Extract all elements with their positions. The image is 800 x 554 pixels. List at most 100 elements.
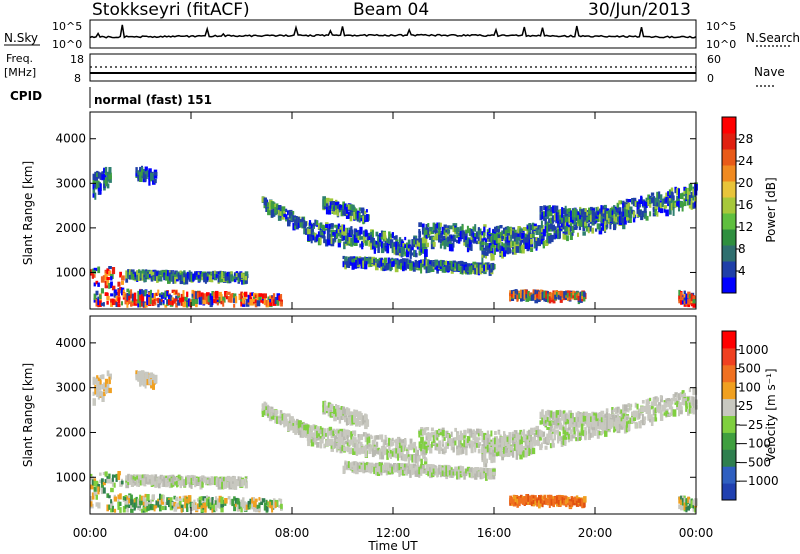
echo-cell (326, 432, 330, 439)
echo-cell (166, 290, 169, 297)
echo-cell (373, 451, 377, 456)
echo-cell (395, 243, 398, 250)
echo-cell (559, 290, 563, 299)
echo-cell (288, 423, 292, 431)
echo-cell (665, 209, 669, 217)
echo-cell (680, 296, 683, 301)
echo-cell (557, 435, 560, 444)
echo-cell (355, 213, 359, 221)
echo-cell (263, 502, 267, 511)
echo-cell (432, 222, 436, 231)
echo-cell (290, 211, 293, 215)
echo-cell (486, 430, 490, 437)
echo-cell (553, 434, 556, 441)
echo-cell (687, 291, 691, 299)
echo-cell (115, 292, 119, 296)
echo-cell (606, 213, 610, 220)
echo-cell (429, 265, 432, 273)
echo-cell (510, 227, 513, 233)
echo-cell (472, 431, 475, 438)
echo-cell (325, 406, 330, 411)
echo-cell (470, 236, 474, 241)
echo-cell (526, 225, 530, 230)
echo-cell (337, 223, 341, 230)
echo-cell (129, 479, 133, 485)
echo-cell (103, 173, 107, 181)
echo-cell (468, 443, 472, 448)
echo-cell (520, 293, 523, 299)
echo-cell (413, 441, 417, 449)
echo-cell (564, 433, 568, 440)
echo-cell (216, 302, 219, 306)
echo-cell (557, 232, 561, 240)
echo-cell (543, 215, 547, 221)
echo-cell (234, 503, 238, 507)
echo-cell (420, 443, 423, 452)
echo-cell (195, 291, 199, 300)
echo-cell (223, 476, 226, 481)
echo-cell (549, 432, 553, 441)
echo-cell (519, 429, 523, 435)
echo-cell (287, 420, 291, 425)
echo-cell (333, 406, 336, 414)
echo-cell (539, 214, 543, 221)
echo-cell (447, 434, 450, 441)
echo-cell (632, 199, 637, 207)
echo-cell (263, 406, 267, 410)
echo-cell (519, 449, 522, 455)
echo-cell (364, 210, 367, 215)
echo-cell (622, 202, 625, 208)
echo-cell (692, 188, 696, 196)
echo-cell (688, 298, 693, 305)
echo-cell (186, 475, 190, 481)
echo-cell (90, 269, 94, 274)
echo-cell (97, 181, 101, 186)
echo-cell (483, 232, 486, 238)
echo-cell (92, 193, 96, 198)
echo-cell (590, 214, 593, 222)
echo-cell (388, 236, 391, 244)
echo-cell (465, 240, 468, 248)
echo-cell (395, 446, 399, 454)
echo-cell (292, 427, 295, 433)
echo-cell (335, 225, 339, 229)
echo-cell (247, 506, 251, 510)
echo-cell (97, 266, 101, 274)
echo-cell (650, 197, 655, 203)
echo-cell (195, 505, 199, 511)
echo-cell (575, 291, 579, 295)
echo-cell (557, 210, 560, 214)
echo-cell (335, 404, 337, 408)
echo-cell (125, 275, 129, 283)
echo-cell (365, 209, 368, 213)
echo-cell (441, 241, 444, 246)
echo-cell (448, 438, 453, 443)
echo-cell (476, 263, 480, 268)
echo-cell (294, 423, 298, 431)
echo-cell (587, 433, 591, 440)
echo-cell (143, 275, 147, 283)
echo-cell (182, 301, 186, 308)
echo-cell (562, 223, 565, 230)
echo-cell (332, 430, 335, 437)
echo-cell (350, 242, 354, 247)
echo-cell (436, 434, 439, 438)
echo-cell (296, 222, 299, 230)
echo-cell (224, 498, 228, 504)
echo-cell (569, 429, 573, 435)
echo-cell (297, 218, 300, 222)
echo-cell (157, 289, 160, 296)
echo-cell (364, 449, 368, 458)
echo-cell (358, 207, 361, 211)
echo-cell (420, 265, 423, 274)
echo-cell (192, 476, 196, 481)
echo-cell (307, 228, 311, 235)
echo-cell (178, 498, 182, 502)
echo-cell (413, 249, 416, 257)
echo-cell (421, 242, 426, 248)
echo-cell (382, 439, 386, 447)
echo-cell (416, 450, 419, 457)
echo-cell (186, 302, 189, 308)
echo-cell (623, 425, 627, 434)
echo-cell (184, 301, 188, 307)
